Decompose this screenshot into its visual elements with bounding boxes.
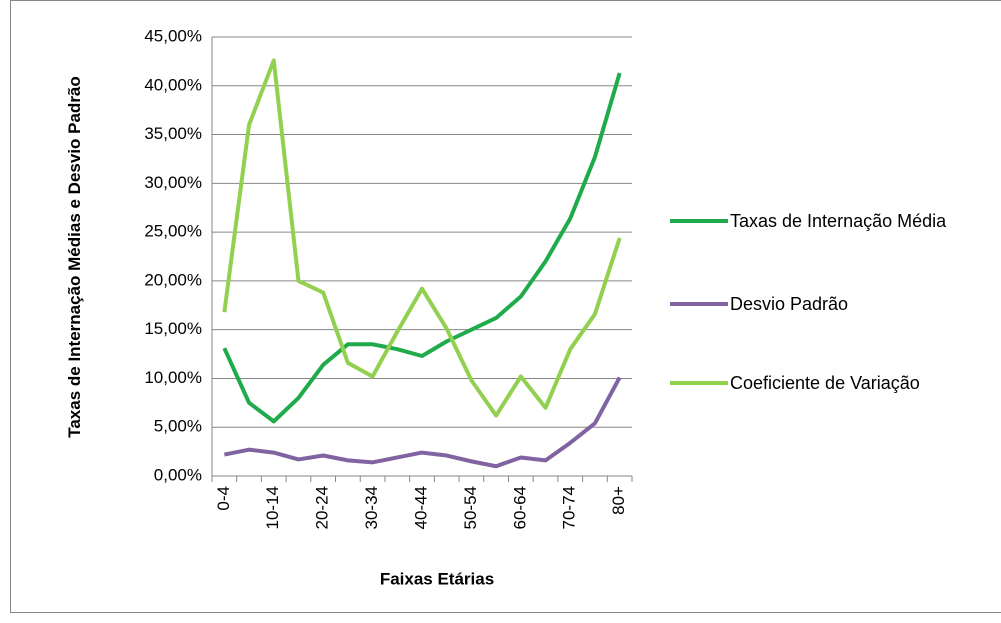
x-tick-label: 10-14: [263, 486, 282, 529]
series-line: [223, 376, 622, 469]
x-tick-label: 20-24: [313, 486, 332, 529]
series-line: [222, 58, 622, 418]
x-tick-label: 50-54: [461, 486, 480, 529]
x-tick-label: 80+: [609, 486, 628, 515]
x-tick-label: 60-64: [510, 486, 529, 529]
series-line: [222, 72, 622, 424]
x-tick-label: 30-34: [362, 486, 381, 529]
x-tick-label: 40-44: [411, 486, 430, 529]
y-tick-label: 45,00%: [144, 26, 202, 45]
y-tick-label: 30,00%: [144, 173, 202, 192]
y-tick-label: 25,00%: [144, 222, 202, 241]
legend-label: Taxas de Internação Média: [730, 211, 947, 231]
y-tick-label: 10,00%: [144, 368, 202, 387]
y-tick-label: 40,00%: [144, 75, 202, 94]
y-tick-label: 5,00%: [154, 417, 202, 436]
y-tick-label: 35,00%: [144, 124, 202, 143]
chart-border: [10, 0, 1001, 613]
y-axis-label: Taxas de Internação Médias e Desvio Padr…: [65, 76, 84, 438]
x-axis-label: Faixas Etárias: [380, 569, 494, 588]
x-tick-label: 0-4: [214, 486, 233, 511]
y-tick-label: 15,00%: [144, 319, 202, 338]
x-tick-label: 70-74: [560, 486, 579, 529]
legend-label: Coeficiente de Variação: [730, 373, 920, 393]
legend-label: Desvio Padrão: [730, 294, 849, 314]
y-tick-label: 0,00%: [154, 465, 202, 484]
y-tick-label: 20,00%: [144, 270, 202, 289]
